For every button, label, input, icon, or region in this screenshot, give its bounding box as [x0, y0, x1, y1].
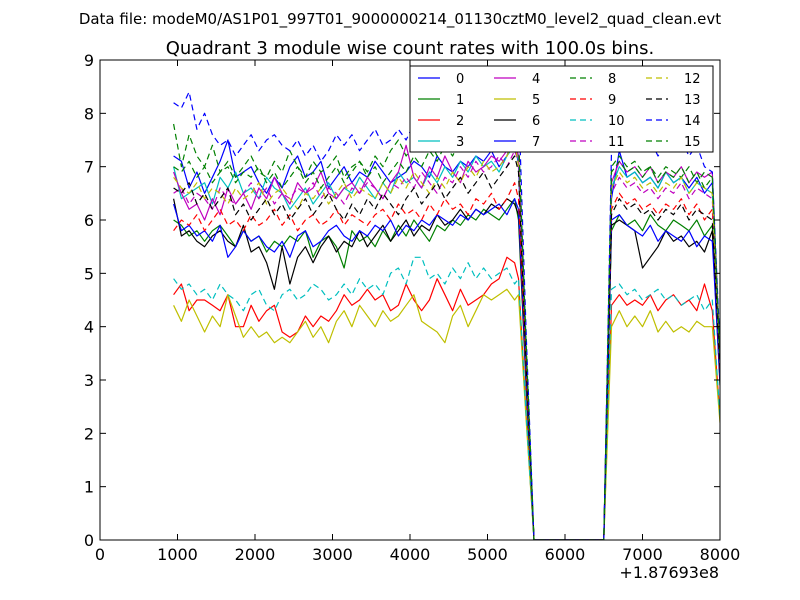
legend-label-1: 1	[456, 93, 464, 108]
x-tick-label: 0	[95, 545, 105, 564]
series-8-line	[173, 123, 720, 540]
y-tick-label: 7	[84, 158, 94, 177]
legend-label-14: 14	[684, 114, 701, 129]
legend-label-12: 12	[684, 72, 701, 87]
legend-label-3: 3	[456, 135, 464, 150]
x-tick-label: 2000	[235, 545, 276, 564]
figure-suptitle: Data file: modeM0/AS1P01_997T01_90000002…	[79, 10, 721, 29]
legend-label-2: 2	[456, 114, 464, 129]
series-6-line	[173, 198, 720, 540]
series-12-line	[173, 139, 720, 540]
y-tick-label: 3	[84, 371, 94, 390]
legend-label-11: 11	[608, 135, 625, 150]
y-tick-label: 9	[84, 51, 94, 70]
legend-label-7: 7	[532, 135, 540, 150]
x-tick-label: 5000	[467, 545, 508, 564]
y-tick-label: 8	[84, 104, 94, 123]
x-axis: 0 1000 2000 3000 4000 5000 6000 7000 8000	[95, 60, 740, 564]
y-tick-label: 6	[84, 211, 94, 230]
legend-label-9: 9	[608, 93, 616, 108]
series-11-line	[173, 150, 720, 540]
legend-label-15: 15	[684, 135, 701, 150]
chart-title: Quadrant 3 module wise count rates with …	[166, 38, 655, 59]
series-7-line	[173, 198, 720, 540]
legend-label-10: 10	[608, 114, 625, 129]
x-offset-label: +1.87693e8	[619, 563, 719, 582]
y-tick-label: 1	[84, 478, 94, 497]
x-tick-label: 6000	[545, 545, 586, 564]
series-14-line	[173, 80, 720, 540]
series-9-line	[173, 182, 720, 540]
y-tick-label: 2	[84, 424, 94, 443]
legend-label-6: 6	[532, 114, 540, 129]
series-13-line	[173, 155, 720, 540]
y-tick-label: 0	[84, 531, 94, 550]
x-tick-label: 7000	[622, 545, 663, 564]
x-tick-label: 4000	[390, 545, 431, 564]
x-tick-label: 8000	[700, 545, 741, 564]
y-tick-label: 4	[84, 318, 94, 337]
x-tick-label: 1000	[157, 545, 198, 564]
series-5-line	[173, 288, 720, 540]
legend-label-8: 8	[608, 72, 616, 87]
x-tick-label: 3000	[312, 545, 353, 564]
series-15-line	[173, 112, 720, 540]
series-2-line	[173, 256, 720, 540]
y-tick-label: 5	[84, 264, 94, 283]
legend-frame	[409, 65, 714, 153]
legend-label-4: 4	[532, 72, 540, 87]
legend-label-0: 0	[456, 72, 464, 87]
series-layer	[173, 80, 720, 540]
legend-label-5: 5	[532, 93, 540, 108]
series-10-line	[173, 256, 720, 540]
legend-label-13: 13	[684, 93, 701, 108]
